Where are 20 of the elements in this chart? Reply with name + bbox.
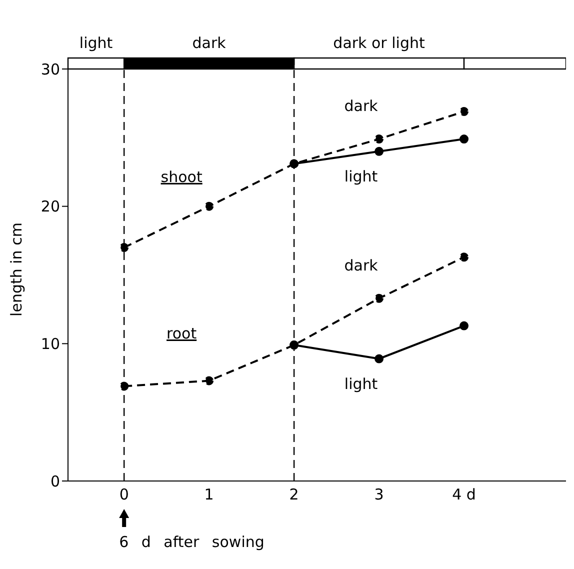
y-axis-title: length in cm: [7, 222, 26, 316]
y-tick-label: 20: [40, 198, 60, 216]
x-tick-label: 2: [289, 486, 299, 504]
y-tick-label: 0: [50, 472, 60, 490]
text: 6 d after sowing: [119, 533, 264, 551]
x-tick-label: 0: [119, 486, 129, 504]
y-tick-label: 10: [40, 334, 60, 353]
series-label: light: [344, 374, 378, 393]
text: dark: [192, 34, 226, 52]
series-label: light: [344, 167, 378, 186]
series-label: dark: [344, 256, 378, 274]
x-tick-label: 1: [204, 486, 214, 504]
x-tick-label: 4 d: [452, 486, 476, 504]
series-label: dark: [344, 97, 378, 116]
text: dark or light: [333, 34, 425, 52]
annotation: root: [166, 324, 197, 342]
y-tick-label: 30: [40, 60, 60, 78]
annotation: shoot: [160, 168, 202, 186]
text: light: [79, 34, 113, 52]
x-tick-label: 3: [374, 486, 384, 504]
